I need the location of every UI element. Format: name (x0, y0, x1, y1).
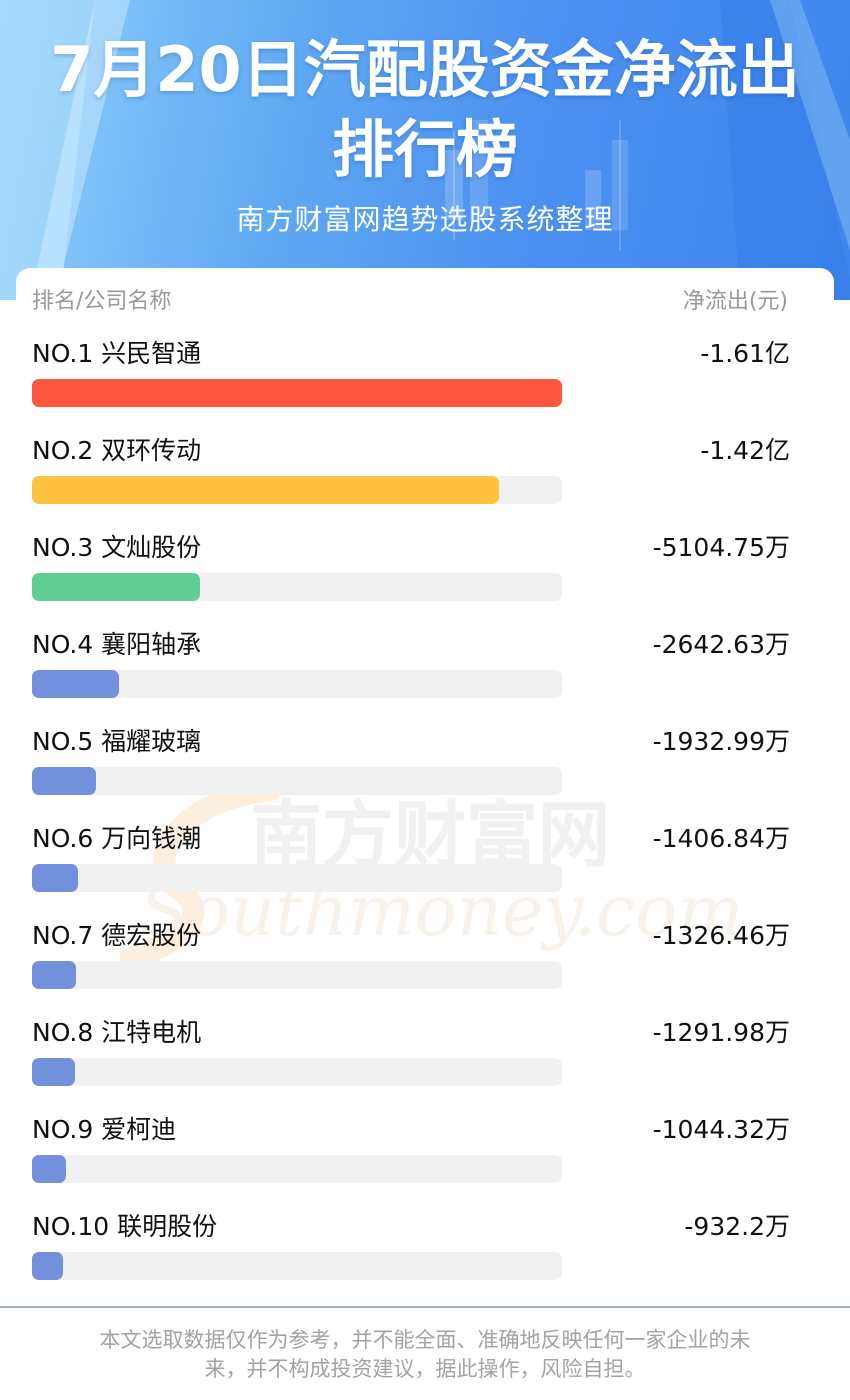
header-banner: 7月20日汽配股资金净流出 排行榜 南方财富网趋势选股系统整理 (0, 0, 850, 300)
bar-track (32, 670, 562, 698)
rank-label: NO.7 德宏股份 (32, 921, 202, 950)
outflow-value-label: -1044.32万 (652, 1115, 790, 1144)
outflow-value-label: -1406.84万 (652, 824, 790, 853)
page-title: 7月20日汽配股资金净流出 (50, 33, 800, 106)
footer-divider (0, 1306, 850, 1308)
bar (32, 476, 499, 504)
outflow-value-label: -1326.46万 (652, 921, 790, 950)
rank-label: NO.2 双环传动 (32, 436, 202, 465)
rank-label: NO.3 文灿股份 (32, 533, 202, 562)
page-subtitle: 南方财富网趋势选股系统整理 (236, 203, 614, 236)
bar-track (32, 573, 562, 601)
bar-track (32, 864, 562, 892)
banner-decoration (0, 0, 850, 300)
outflow-value-label: -1291.98万 (652, 1018, 790, 1047)
rank-label: NO.5 福耀玻璃 (32, 727, 202, 756)
rank-label: NO.8 江特电机 (32, 1018, 202, 1047)
bar (32, 1058, 75, 1086)
disclaimer: 本文选取数据仅作为参考，并不能全面、准确地反映任何一家企业的未 来，并不构成投资… (60, 1326, 790, 1384)
bar-track (32, 1252, 562, 1280)
outflow-value-label: -5104.75万 (652, 533, 790, 562)
disclaimer-line-1: 本文选取数据仅作为参考，并不能全面、准确地反映任何一家企业的未 (99, 1328, 751, 1352)
bar (32, 573, 200, 601)
bar (32, 961, 76, 989)
outflow-value-label: -932.2万 (684, 1212, 790, 1241)
rank-label: NO.4 襄阳轴承 (32, 630, 202, 659)
bar-track (32, 1058, 562, 1086)
rank-label: NO.10 联明股份 (32, 1212, 218, 1241)
rank-label: NO.1 兴民智通 (32, 339, 202, 368)
bar-track (32, 379, 562, 407)
bar-track (32, 961, 562, 989)
outflow-value-label: -1.61亿 (700, 339, 790, 368)
disclaimer-line-2: 来，并不构成投资建议，据此操作，风险自担。 (204, 1357, 646, 1381)
column-header-outflow: 净流出(元) (682, 289, 788, 314)
bar-track (32, 1155, 562, 1183)
bar (32, 767, 96, 795)
bar (32, 864, 78, 892)
bar (32, 670, 119, 698)
bar (32, 1155, 66, 1183)
rank-label: NO.9 爱柯迪 (32, 1115, 177, 1144)
bar (32, 1252, 63, 1280)
column-header-rank: 排名/公司名称 (32, 289, 172, 314)
page-title-line2: 排行榜 (331, 113, 518, 186)
outflow-value-label: -2642.63万 (652, 630, 790, 659)
bar (32, 379, 562, 407)
bar-track (32, 476, 562, 504)
rank-label: NO.6 万向钱潮 (32, 824, 202, 853)
outflow-value-label: -1.42亿 (700, 436, 790, 465)
outflow-value-label: -1932.99万 (652, 727, 790, 756)
bar-track (32, 767, 562, 795)
